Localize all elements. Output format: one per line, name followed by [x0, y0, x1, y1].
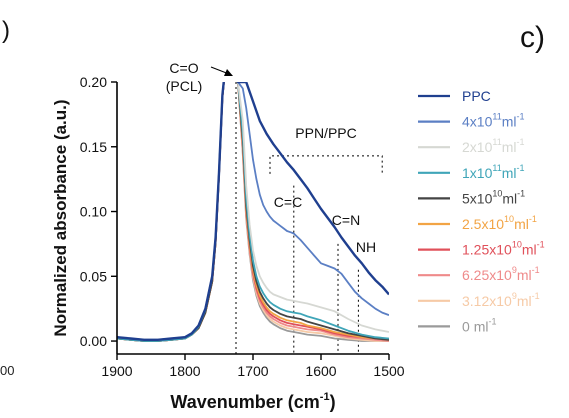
legend-unit: ml [502, 139, 517, 155]
x-axis-label: Wavenumber (cm-1) [170, 391, 335, 412]
series-line-6 [117, 82, 389, 342]
y-tick-label: 0.10 [80, 204, 107, 220]
legend-entry-2: 2x1011ml-1 [462, 137, 525, 155]
legend-base: 2.5x10 [462, 216, 504, 232]
y-axis-ticks: 0.00 0.05 0.10 0.15 0.20 [80, 74, 117, 349]
legend-entry-6: 1.25x1010ml-1 [462, 240, 545, 258]
legend-base: 6.25x10 [462, 267, 512, 283]
legend-entry-4: 5x1010ml-1 [462, 188, 525, 206]
legend-unit: ml [514, 216, 529, 232]
cropped-edge-paren: ) [2, 17, 10, 44]
legend-base: 0 [462, 318, 474, 334]
legend-exp: 9 [512, 291, 517, 301]
legend-name: PPC [462, 88, 491, 104]
series-line-7 [117, 82, 389, 342]
legend-entry-8: 3.12x109ml-1 [462, 291, 540, 309]
legend-exp: 10 [504, 214, 514, 224]
legend-entry-9: 0 ml-1 [462, 316, 496, 334]
series-line-9 [117, 82, 389, 342]
legend-base: 2x10 [462, 139, 493, 155]
x-axis-label-sup: -1 [320, 391, 330, 403]
legend-unit-exp: -1 [532, 265, 540, 275]
legend: PPC4x1011ml-12x1011ml-11x1011ml-15x1010m… [418, 88, 545, 334]
legend-unit: ml [522, 242, 537, 258]
legend-unit-exp: -1 [488, 316, 496, 326]
x-axis-label-main: Wavenumber (cm [170, 392, 319, 412]
annotation-ppn-0: PPN/PPC [295, 125, 356, 141]
legend-base: 4x10 [462, 114, 493, 130]
x-axis-label-end: ) [330, 392, 336, 412]
series-line-8 [117, 82, 389, 342]
series-line-1 [117, 82, 389, 341]
legend-base: 5x10 [462, 190, 493, 206]
annotation-cc-0: C=C [274, 194, 302, 210]
y-tick-label: 0.20 [80, 74, 107, 90]
y-axis-label: Normalized absorbance (a.u.) [51, 99, 70, 336]
legend-entry-1: 4x1011ml-1 [462, 112, 525, 130]
spectra-series [117, 82, 389, 342]
legend-unit-exp: -1 [517, 188, 525, 198]
legend-unit-exp: -1 [532, 291, 540, 301]
series-line-2 [117, 82, 389, 341]
co-arrow-head [224, 69, 233, 76]
legend-unit-exp: -1 [516, 112, 524, 122]
y-tick-label: 0.00 [80, 333, 107, 349]
cropped-edge-digits: 00 [0, 363, 14, 378]
legend-unit: ml [474, 318, 489, 334]
legend-exp: 10 [492, 188, 502, 198]
legend-exp: 9 [512, 265, 517, 275]
legend-exp: 11 [492, 163, 501, 173]
legend-exp: 11 [492, 137, 501, 147]
bracket-line [269, 155, 383, 174]
legend-base: 1x10 [462, 165, 493, 181]
y-tick-label: 0.15 [80, 139, 107, 155]
legend-exp: 10 [512, 240, 522, 250]
x-tick-label: 1700 [237, 363, 268, 379]
legend-entry-0: PPC [462, 88, 491, 104]
x-tick-label: 1900 [101, 363, 132, 379]
series-line-5 [117, 82, 389, 342]
peak-annotations: C=O (PCL) PPN/PPC C=C C=N NH [166, 60, 376, 255]
annotation-cn-0: C=N [332, 212, 360, 228]
legend-unit-exp: -1 [537, 240, 545, 250]
series-line-3 [117, 82, 389, 342]
legend-unit-exp: -1 [516, 163, 524, 173]
ppn-ppc-bracket [269, 155, 383, 174]
legend-base: 1.25x10 [462, 242, 512, 258]
annotation-co-0: C=O [169, 60, 198, 76]
legend-base: 3.12x10 [462, 293, 512, 309]
series-line-4 [117, 82, 389, 342]
legend-unit-exp: -1 [516, 137, 524, 147]
panel-label: c) [520, 21, 545, 54]
legend-unit: ml [502, 190, 517, 206]
annotation-co-1: (PCL) [166, 78, 203, 94]
x-tick-label: 1500 [373, 363, 404, 379]
annotation-nh-0: NH [356, 239, 376, 255]
legend-unit: ml [502, 114, 517, 130]
legend-entry-7: 6.25x109ml-1 [462, 265, 540, 283]
y-tick-label: 0.05 [80, 268, 107, 284]
legend-unit-exp: -1 [529, 214, 537, 224]
x-axis-ticks: 1900 1800 1700 1600 1500 [101, 354, 405, 379]
legend-exp: 11 [492, 112, 501, 122]
legend-entry-5: 2.5x1010ml-1 [462, 214, 537, 232]
legend-unit: ml [517, 293, 532, 309]
legend-entry-3: 1x1011ml-1 [462, 163, 525, 181]
series-line-0 [117, 82, 389, 341]
legend-unit: ml [502, 165, 517, 181]
x-tick-label: 1600 [305, 363, 336, 379]
legend-unit: ml [517, 267, 532, 283]
x-tick-label: 1800 [169, 363, 200, 379]
